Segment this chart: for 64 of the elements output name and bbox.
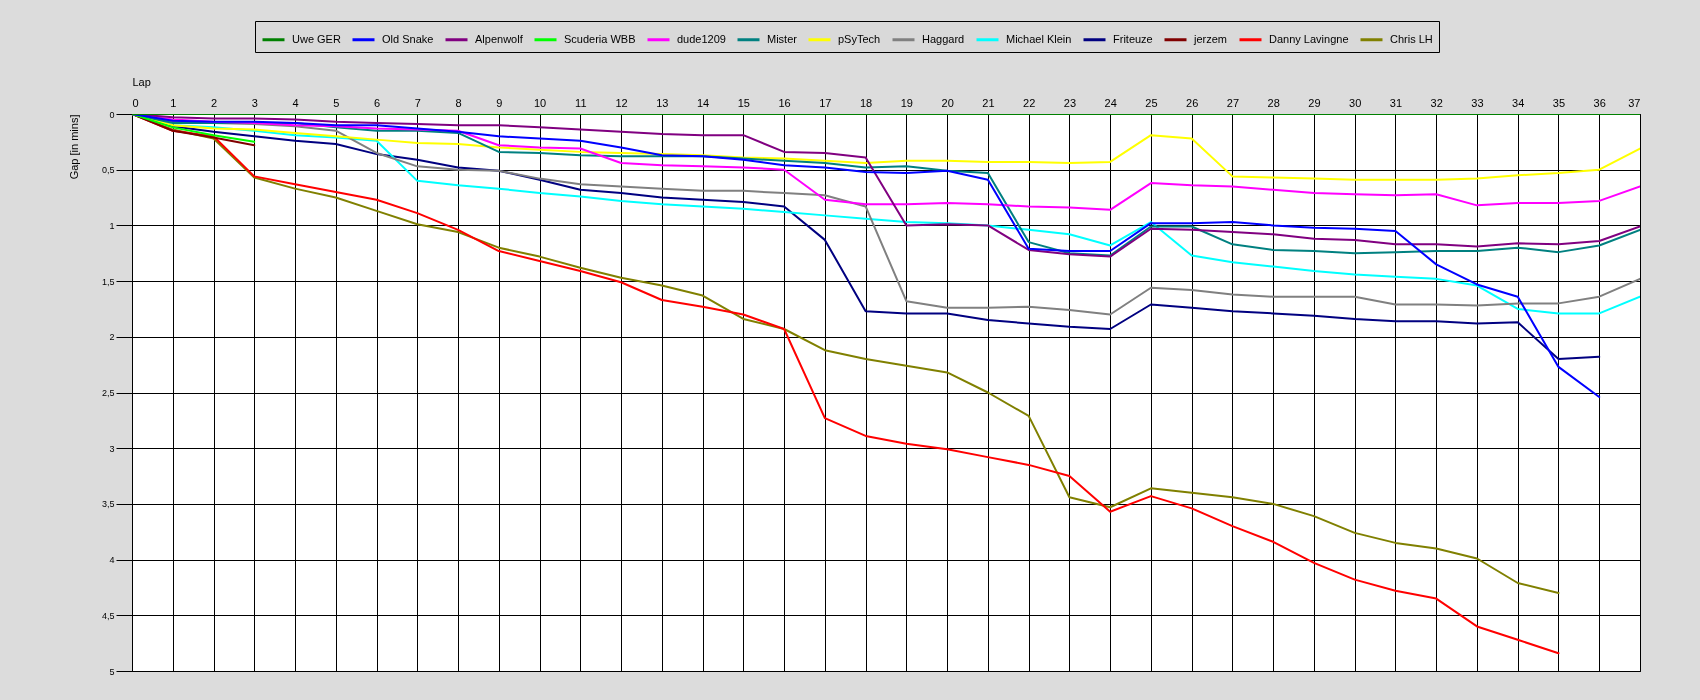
legend-label: Old Snake: [382, 32, 434, 45]
y-tick-label: 4,5: [101, 610, 115, 621]
y-tick-label: 2: [109, 332, 115, 343]
x-tick-label: 35: [1552, 96, 1566, 109]
x-tick-label: 8: [455, 96, 462, 109]
x-tick-label: 12: [615, 96, 628, 109]
x-tick-label: 23: [1063, 96, 1077, 109]
x-tick-label: 26: [1186, 96, 1199, 109]
x-tick-label: 33: [1471, 96, 1484, 109]
legend-label: Scuderia WBB: [564, 32, 636, 45]
x-tick-label: 4: [292, 96, 299, 109]
x-tick-label: 28: [1267, 96, 1280, 109]
x-tick-label: 10: [533, 96, 547, 109]
x-tick-label: 6: [373, 96, 381, 109]
x-axis-title: Lap: [132, 75, 151, 88]
x-tick-label: 5: [333, 96, 340, 109]
x-tick-label: 32: [1430, 96, 1443, 109]
x-tick-label: 15: [737, 96, 750, 109]
x-tick-label: 17: [819, 96, 832, 109]
y-tick-label: 4: [109, 555, 115, 566]
x-tick-label: 21: [982, 96, 995, 109]
legend-label: pSyTech: [838, 32, 881, 45]
y-tick-label: 1,5: [101, 276, 115, 287]
x-tick-label: 2: [210, 96, 218, 109]
x-tick-label: 25: [1145, 96, 1158, 109]
legend-label: Friteuze: [1113, 32, 1153, 45]
y-tick-label: 0: [109, 109, 115, 120]
y-tick-label: 3: [109, 443, 115, 454]
legend-label: Mister: [767, 32, 798, 45]
legend-label: Danny Lavingne: [1269, 32, 1349, 45]
legend-label: Uwe GER: [292, 32, 341, 45]
x-tick-label: 0: [132, 96, 139, 109]
x-tick-label: 18: [860, 96, 873, 109]
legend-label: Haggard: [922, 32, 965, 45]
x-tick-label: 3: [251, 96, 258, 109]
x-tick-label: 19: [900, 96, 913, 109]
x-tick-label: 36: [1593, 96, 1606, 109]
x-tick-label: 16: [778, 96, 791, 109]
y-tick-label: 0,5: [101, 165, 115, 176]
x-tick-label: 7: [414, 96, 421, 109]
x-tick-label: 11: [575, 96, 587, 109]
x-tick-label: 20: [941, 96, 954, 109]
legend-label: Michael Klein: [1006, 32, 1072, 45]
y-tick-label: 5: [109, 666, 115, 677]
legend-label: jerzem: [1193, 32, 1228, 45]
x-tick-label: 34: [1512, 96, 1525, 109]
legend-label: dude1209: [677, 32, 726, 45]
x-tick-label: 22: [1023, 96, 1036, 109]
x-tick-label: 27: [1226, 96, 1240, 109]
x-tick-label: 24: [1104, 96, 1117, 109]
y-tick-label: 1: [109, 220, 115, 231]
legend-label: Alpenwolf: [475, 32, 524, 45]
legend-label: Chris LH: [1390, 32, 1433, 45]
x-tick-label: 13: [656, 96, 669, 109]
x-tick-label: 30: [1349, 96, 1362, 109]
x-tick-label: 9: [496, 96, 503, 109]
y-tick-label: 2,5: [101, 388, 115, 398]
x-tick-label: 37: [1628, 96, 1641, 109]
y-axis-title: Gap [in mins]: [67, 114, 80, 180]
x-tick-label: 31: [1389, 96, 1403, 109]
x-tick-label: 14: [696, 96, 710, 109]
y-tick-label: 3,5: [101, 499, 115, 510]
x-tick-label: 1: [170, 96, 177, 109]
x-tick-label: 29: [1308, 96, 1321, 109]
